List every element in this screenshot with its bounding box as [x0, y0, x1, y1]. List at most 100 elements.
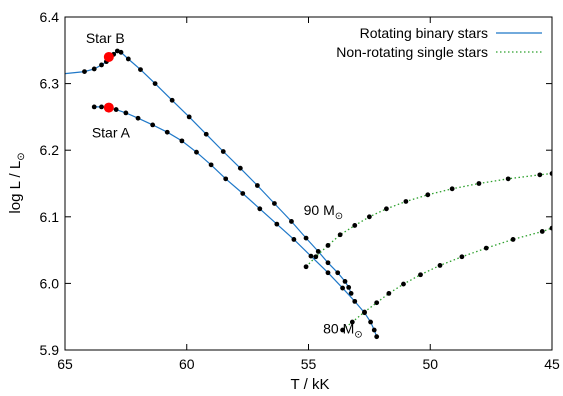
axis-labels: T / kK log L / L⊙: [7, 152, 329, 393]
rotating-track-point: [289, 219, 294, 224]
rotating-track-point: [240, 191, 246, 196]
nonrotating-track-point: [459, 254, 465, 260]
rotating-track-point: [352, 298, 358, 304]
rotating-track-point: [340, 285, 345, 291]
rotating-track-point: [203, 131, 209, 137]
rotating-track-point: [164, 129, 170, 135]
nonrotating-track-point: [505, 176, 511, 182]
star-a-label: Star A: [92, 125, 131, 141]
nonrotating-track-point: [537, 172, 543, 178]
rotating-track-point: [274, 221, 280, 227]
nonrotating-track-point: [352, 223, 358, 228]
axis-ticks: 65 60 55 50 45 5.9 6.0 6.1 6.2 6.3 6.4: [40, 9, 560, 372]
rotating-track-point: [99, 62, 104, 68]
rotating-track-point: [272, 201, 277, 206]
x-tick-label: 50: [422, 356, 438, 372]
rotating-track-point: [125, 56, 131, 62]
rotating-track-point: [99, 104, 104, 110]
nonrotating-track-point: [418, 272, 423, 278]
rotating-track-point: [371, 327, 377, 333]
y-tick-label: 6.2: [40, 142, 60, 158]
rotating-track-point: [291, 237, 297, 242]
nonrotating-track-line: [305, 172, 552, 268]
nonrotating-track-point: [366, 214, 372, 220]
rotating-track-point: [135, 115, 141, 121]
nonrotating-track-point: [337, 232, 343, 238]
mass-label-90: 90 M⊙: [304, 202, 344, 222]
svg-text:log L / L⊙: log L / L⊙: [7, 152, 27, 213]
mass-label-sub: ⊙: [335, 211, 343, 222]
rotating-track-point: [186, 114, 192, 120]
rotating-track-point: [123, 110, 129, 116]
x-tick-label: 45: [544, 356, 560, 372]
rotating-track-point: [169, 97, 175, 103]
y-axis-label-sub: ⊙: [16, 152, 27, 160]
nonrotating-track-point: [449, 186, 455, 192]
nonrotating-track-point: [374, 300, 380, 306]
nonrotating-track-point: [510, 237, 516, 242]
rotating-track-point: [82, 69, 87, 75]
rotating-track-point: [257, 206, 263, 212]
rotating-track-point: [152, 81, 158, 86]
nonrotating-track-point: [349, 319, 355, 325]
rotating-track-point: [325, 270, 331, 276]
x-tick-label: 55: [301, 356, 317, 372]
rotating-track-point: [114, 48, 120, 54]
nonrotating-track-point: [401, 281, 406, 287]
rotating-track-point: [303, 235, 309, 241]
rotating-track-point: [308, 253, 314, 259]
nonrotating-track-point: [362, 309, 367, 315]
legend-label: Non-rotating single stars: [336, 44, 488, 60]
x-tick-label: 60: [179, 356, 195, 372]
rotating-track-point: [315, 249, 321, 254]
y-tick-label: 6.1: [40, 209, 60, 225]
rotating-track-point: [223, 176, 229, 182]
mass-label-sub: ⊙: [354, 329, 362, 340]
legend: Rotating binary stars Non-rotating single…: [336, 25, 542, 60]
nonrotating-track-line: [342, 227, 552, 331]
y-tick-label: 6.3: [40, 76, 60, 92]
rotating-track-point: [138, 67, 143, 73]
nonrotating-track-point: [549, 225, 552, 231]
rotating-track-point: [194, 149, 199, 155]
nonrotating-track-point: [425, 192, 431, 198]
nonrotating-track-point: [340, 327, 345, 333]
nonrotating-track-point: [313, 254, 319, 260]
nonrotating-track-point: [403, 199, 409, 204]
rotating-track-point: [150, 122, 156, 128]
star-marker: [103, 51, 114, 62]
rotating-track-point: [368, 319, 373, 325]
star-b-label: Star B: [86, 30, 125, 46]
y-tick-label: 6.0: [40, 275, 60, 291]
rotating-track-point: [325, 260, 331, 266]
nonrotating-track-point: [384, 206, 389, 212]
rotating-track-point: [118, 49, 124, 55]
mass-label-text: 80 M: [323, 320, 354, 336]
y-axis-label-main: log L / L: [7, 161, 24, 214]
nonrotating-track-point: [386, 290, 392, 296]
mass-label-80: 80 M⊙: [323, 320, 363, 340]
nonrotating-track-point: [303, 264, 309, 270]
nonrotating-track-point: [325, 243, 331, 248]
y-tick-label: 6.4: [40, 9, 60, 25]
star-marker: [103, 102, 114, 113]
legend-label: Rotating binary stars: [360, 25, 488, 41]
mass-label-text: 90 M: [304, 202, 335, 218]
rotating-track-point: [220, 149, 226, 154]
nonrotating-track-point: [437, 263, 443, 268]
plot-area: [65, 48, 552, 340]
nonrotating-track-point: [549, 171, 552, 176]
rotating-track-point: [348, 290, 354, 296]
rotating-track-point: [254, 183, 260, 188]
rotating-track-line: [65, 50, 352, 294]
y-tick-label: 5.9: [40, 342, 60, 358]
rotating-track-point: [179, 138, 185, 144]
rotating-track-point: [237, 165, 243, 171]
rotating-track-point: [91, 66, 97, 72]
data-group: [65, 48, 552, 340]
y-axis-label: log L / L⊙: [7, 152, 27, 213]
rotating-track-point: [335, 270, 341, 276]
x-axis-label: T / kK: [291, 376, 330, 393]
